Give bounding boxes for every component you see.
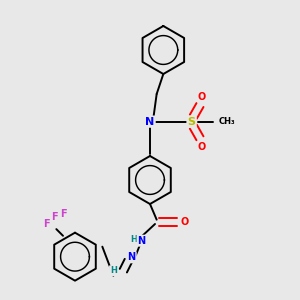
- Text: F: F: [60, 209, 66, 219]
- Text: F: F: [51, 212, 58, 223]
- Text: CH₃: CH₃: [218, 117, 235, 126]
- Text: S: S: [188, 117, 196, 127]
- Text: O: O: [197, 142, 206, 152]
- Text: O: O: [180, 217, 188, 227]
- Text: N: N: [138, 236, 146, 246]
- Text: H: H: [110, 266, 117, 275]
- Text: N: N: [146, 117, 154, 127]
- Text: O: O: [197, 92, 206, 102]
- Text: F: F: [43, 219, 50, 229]
- Text: N: N: [128, 252, 136, 262]
- Text: H: H: [130, 235, 137, 244]
